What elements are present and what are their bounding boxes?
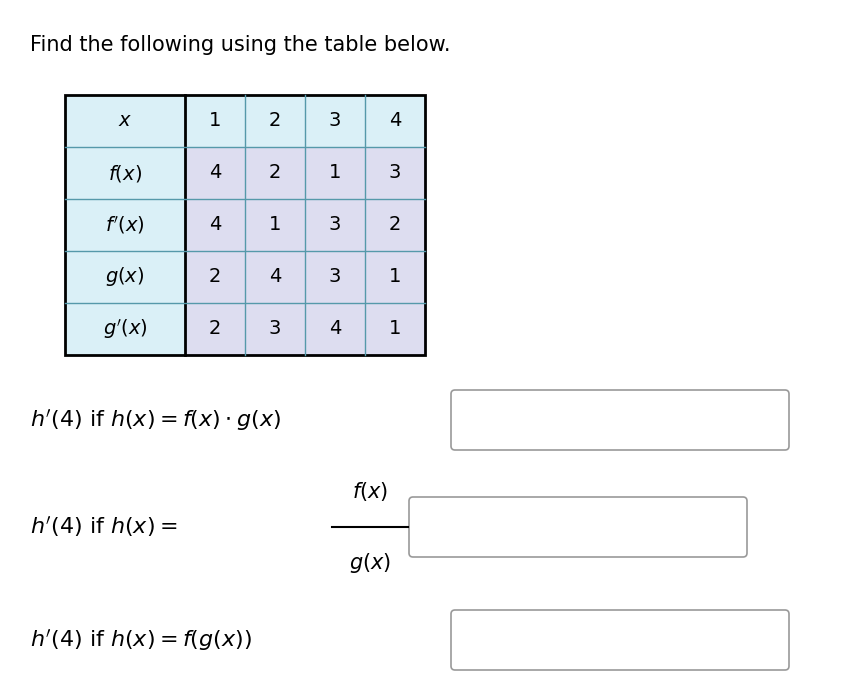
Bar [365, 199, 425, 251]
Bar [185, 199, 245, 251]
Text: $h'(4)$ if $h(x) =$: $h'(4)$ if $h(x) =$ [30, 515, 177, 539]
Bar [245, 251, 305, 303]
Text: 3: 3 [269, 319, 281, 338]
Text: 3: 3 [329, 216, 341, 235]
Bar [365, 95, 425, 147]
Text: 3: 3 [329, 267, 341, 286]
Bar [185, 95, 245, 147]
Text: $x$: $x$ [118, 111, 132, 130]
Bar [305, 147, 365, 199]
Text: 3: 3 [329, 111, 341, 130]
Bar [305, 95, 365, 147]
Bar [65, 251, 185, 303]
Bar [65, 95, 185, 147]
Text: 4: 4 [209, 164, 221, 183]
Bar [65, 199, 185, 251]
Bar [245, 303, 305, 355]
Bar [365, 147, 425, 199]
Text: 1: 1 [269, 216, 281, 235]
Text: 3: 3 [389, 164, 401, 183]
Text: 1: 1 [329, 164, 341, 183]
Bar [245, 147, 305, 199]
Bar [185, 251, 245, 303]
Text: 2: 2 [209, 267, 221, 286]
Text: 4: 4 [209, 216, 221, 235]
Text: 2: 2 [269, 164, 281, 183]
Bar [365, 303, 425, 355]
Text: 1: 1 [389, 319, 401, 338]
Text: $g'(x)$: $g'(x)$ [103, 317, 148, 341]
Text: 2: 2 [209, 319, 221, 338]
Text: 4: 4 [269, 267, 281, 286]
Bar [65, 303, 185, 355]
Text: Find the following using the table below.: Find the following using the table below… [30, 35, 450, 55]
Text: $g(x)$: $g(x)$ [349, 551, 391, 575]
Text: $f'(x)$: $f'(x)$ [105, 214, 145, 236]
Text: $h'(4)$ if $h(x) = f(x) \cdot g(x)$: $h'(4)$ if $h(x) = f(x) \cdot g(x)$ [30, 407, 281, 433]
Bar [305, 251, 365, 303]
FancyBboxPatch shape [451, 610, 789, 670]
Bar [305, 199, 365, 251]
FancyBboxPatch shape [451, 390, 789, 450]
Bar [245, 95, 305, 147]
Bar [185, 303, 245, 355]
Text: 2: 2 [389, 216, 401, 235]
Text: 2: 2 [269, 111, 281, 130]
Bar [185, 147, 245, 199]
Text: $f(x)$: $f(x)$ [352, 480, 388, 503]
Text: 1: 1 [209, 111, 221, 130]
Bar [245, 199, 305, 251]
Text: $g(x)$: $g(x)$ [105, 265, 145, 288]
Text: $h'(4)$ if $h(x) = f(g(x))$: $h'(4)$ if $h(x) = f(g(x))$ [30, 627, 252, 653]
Bar [365, 251, 425, 303]
Bar [305, 303, 365, 355]
Text: 4: 4 [389, 111, 401, 130]
FancyBboxPatch shape [409, 497, 747, 557]
Text: $f(x)$: $f(x)$ [108, 162, 142, 183]
Bar [65, 147, 185, 199]
Bar [65, 95, 425, 355]
Text: 4: 4 [329, 319, 341, 338]
Text: 1: 1 [389, 267, 401, 286]
